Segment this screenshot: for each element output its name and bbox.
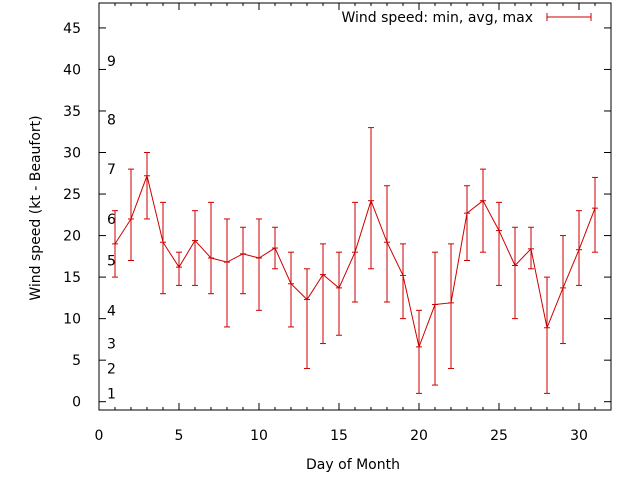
x-tick-label: 0 xyxy=(95,428,104,444)
series-line-avg xyxy=(114,174,596,349)
error-bar xyxy=(304,268,310,369)
error-bar xyxy=(560,235,566,345)
error-bars xyxy=(112,127,598,394)
error-bar xyxy=(416,309,422,394)
x-tick-label: 25 xyxy=(490,428,508,444)
y-tick-label: 25 xyxy=(63,187,81,203)
error-bar xyxy=(208,201,214,295)
y-tick-label: 35 xyxy=(63,104,81,120)
beaufort-label: 9 xyxy=(107,54,116,70)
legend: Wind speed: min, avg, max xyxy=(341,10,592,26)
error-bar xyxy=(576,210,582,286)
x-tick-label: 30 xyxy=(570,428,588,444)
error-bar xyxy=(512,226,518,320)
error-bar xyxy=(432,251,438,386)
y-tick-label: 0 xyxy=(72,395,81,411)
y-tick-label: 20 xyxy=(63,229,81,245)
beaufort-label: 6 xyxy=(107,212,116,228)
error-bar xyxy=(400,243,406,320)
error-bar xyxy=(288,251,294,328)
error-bar xyxy=(256,218,262,311)
error-bar xyxy=(480,168,486,253)
x-axis: 0 5 10 15 20 25 30 xyxy=(95,3,596,444)
y-tick-label: 30 xyxy=(63,146,81,162)
y-axis-label: Wind speed (kt - Beaufort) xyxy=(28,115,44,300)
error-bar xyxy=(384,185,390,303)
error-bar xyxy=(544,276,550,394)
error-bar xyxy=(496,201,502,286)
error-bar xyxy=(448,243,454,369)
error-bar xyxy=(528,226,534,270)
y-tick-label: 40 xyxy=(63,62,81,78)
y-tick-label: 15 xyxy=(63,270,81,286)
x-tick-label: 10 xyxy=(250,428,268,444)
x-axis-label: Day of Month xyxy=(306,457,400,473)
error-bar xyxy=(320,243,326,345)
error-bar xyxy=(336,251,342,336)
error-bar xyxy=(128,168,134,261)
error-bar xyxy=(592,176,598,253)
beaufort-label: 8 xyxy=(107,112,116,128)
beaufort-label: 2 xyxy=(107,361,116,377)
beaufort-scale-labels: 1 2 3 4 5 6 7 8 9 xyxy=(107,54,116,402)
error-bar xyxy=(144,152,150,220)
legend-label: Wind speed: min, avg, max xyxy=(341,10,533,26)
beaufort-label: 3 xyxy=(107,337,116,353)
beaufort-label: 7 xyxy=(107,162,116,178)
y-tick-label: 10 xyxy=(63,312,81,328)
error-bar xyxy=(192,210,198,286)
y-tick-label: 45 xyxy=(63,21,81,37)
beaufort-label: 5 xyxy=(107,253,116,269)
error-bar xyxy=(240,226,246,295)
beaufort-label: 1 xyxy=(107,386,116,402)
x-tick-label: 20 xyxy=(410,428,428,444)
error-bar xyxy=(368,127,374,270)
y-tick-label: 5 xyxy=(72,353,81,369)
x-tick-label: 15 xyxy=(330,428,348,444)
x-tick-label: 5 xyxy=(175,428,184,444)
error-bar xyxy=(176,251,182,286)
beaufort-label: 4 xyxy=(107,303,116,319)
error-bar xyxy=(224,218,230,328)
error-bar xyxy=(160,201,166,295)
